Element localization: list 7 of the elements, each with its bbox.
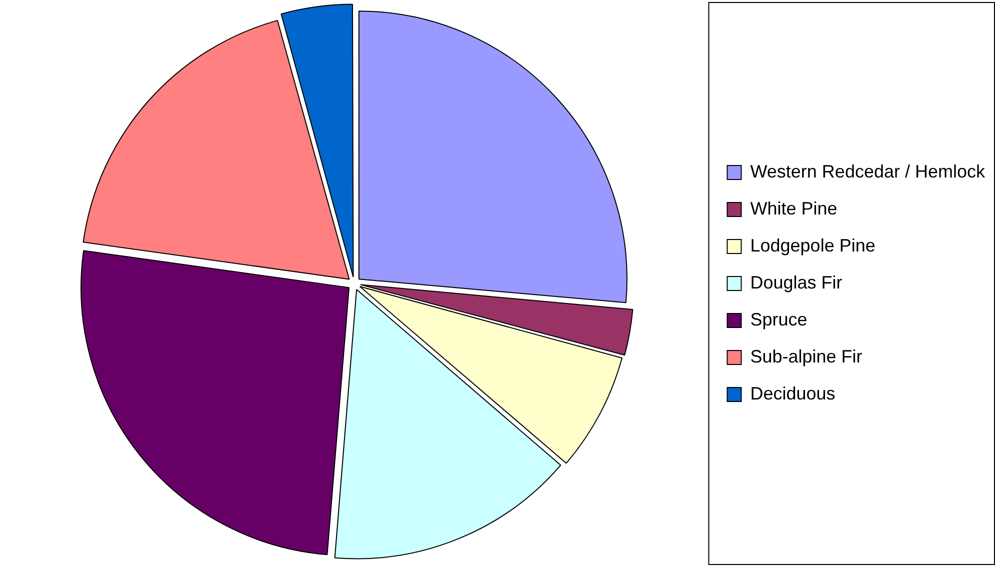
legend-label: Lodgepole Pine [750, 235, 876, 256]
legend-label: Sub-alpine Fir [750, 346, 862, 366]
legend-label: Western Redcedar / Hemlock [750, 161, 986, 182]
legend-label: Spruce [750, 309, 808, 330]
legend-label: White Pine [750, 198, 838, 218]
legend-label: Deciduous [750, 383, 836, 404]
legend-label: Douglas Fir [750, 272, 842, 292]
